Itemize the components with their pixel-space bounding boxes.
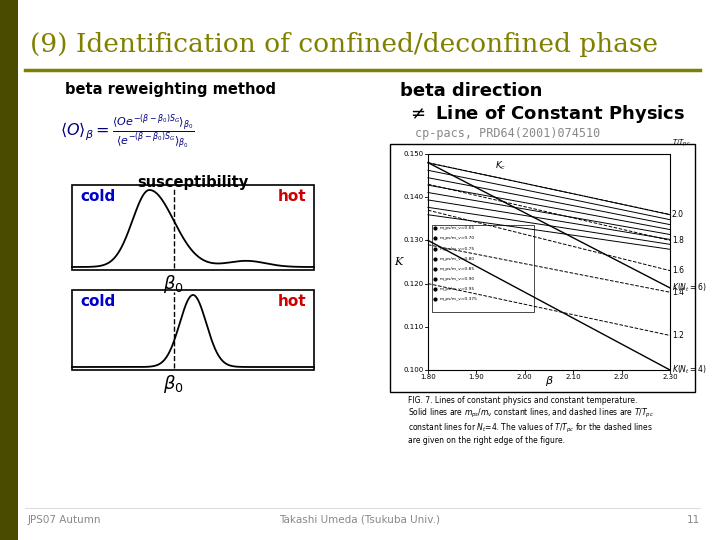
Text: hot: hot (277, 189, 306, 204)
Text: m_ps/m_v=0.80: m_ps/m_v=0.80 (440, 257, 475, 261)
Text: cold: cold (80, 294, 115, 309)
Text: $\langle O\rangle_\beta = \frac{\langle Oe^{-(\beta-\beta_0)S_G}\rangle_{\beta_0: $\langle O\rangle_\beta = \frac{\langle … (60, 112, 194, 152)
Text: $K_c$: $K_c$ (495, 159, 506, 172)
Text: m_ps/m_v=0.85: m_ps/m_v=0.85 (440, 267, 475, 271)
Text: m_ps/m_v=0.75: m_ps/m_v=0.75 (440, 247, 475, 251)
Text: 0.110: 0.110 (404, 324, 424, 330)
Text: $\beta_0$: $\beta_0$ (163, 273, 184, 295)
Text: 0.130: 0.130 (404, 238, 424, 244)
Text: 1.80: 1.80 (420, 374, 436, 380)
Bar (72, 185, 314, 270)
Text: 1.90: 1.90 (469, 374, 485, 380)
Text: 11: 11 (687, 515, 700, 525)
Text: $\beta_0$: $\beta_0$ (163, 373, 184, 395)
Bar (72, 185, 314, 270)
Text: 2.0: 2.0 (672, 210, 684, 219)
Text: 1.6: 1.6 (672, 266, 684, 275)
Text: m_ps/m_v=0.95: m_ps/m_v=0.95 (440, 287, 475, 291)
Text: $K(N_t=6)$: $K(N_t=6)$ (672, 282, 706, 294)
Text: beta reweighting method: beta reweighting method (65, 82, 276, 97)
Text: 2.10: 2.10 (565, 374, 581, 380)
Text: JPS07 Autumn: JPS07 Autumn (28, 515, 102, 525)
Text: m_ps/m_v=0.65: m_ps/m_v=0.65 (440, 226, 475, 230)
Text: 1.4: 1.4 (672, 288, 684, 297)
Bar (0, 0, 18, 540)
Text: 0.150: 0.150 (404, 151, 424, 157)
Text: hot: hot (277, 294, 306, 309)
Text: m_ps/m_v=0.70: m_ps/m_v=0.70 (440, 237, 475, 240)
Text: 2.30: 2.30 (662, 374, 678, 380)
Text: beta direction: beta direction (400, 82, 542, 100)
Text: cp-pacs, PRD64(2001)074510: cp-pacs, PRD64(2001)074510 (415, 127, 600, 140)
Text: 2.00: 2.00 (517, 374, 533, 380)
Text: 1.8: 1.8 (672, 236, 684, 245)
Text: $T/T_{pc}$: $T/T_{pc}$ (672, 138, 690, 149)
Text: m_ps/m_v=0.90: m_ps/m_v=0.90 (440, 277, 475, 281)
Text: $K(N_t=4)$: $K(N_t=4)$ (672, 364, 706, 376)
Bar (390, 144, 695, 392)
Text: (9) Identification of confined/deconfined phase: (9) Identification of confined/deconfine… (30, 32, 658, 57)
Text: 1.2: 1.2 (672, 331, 684, 340)
Text: 0.140: 0.140 (404, 194, 424, 200)
Text: FIG. 7. Lines of constant physics and constant temperature.
Solid lines are $m_{: FIG. 7. Lines of constant physics and co… (408, 396, 654, 445)
Text: 2.20: 2.20 (614, 374, 629, 380)
Text: 0.100: 0.100 (404, 367, 424, 373)
Text: Takashi Umeda (Tsukuba Univ.): Takashi Umeda (Tsukuba Univ.) (279, 515, 441, 525)
Text: $\neq$ Line of Constant Physics: $\neq$ Line of Constant Physics (407, 103, 685, 125)
Text: susceptibility: susceptibility (138, 175, 248, 190)
Text: 0.120: 0.120 (404, 281, 424, 287)
Text: cold: cold (80, 189, 115, 204)
Text: K: K (394, 257, 402, 267)
Text: m_ps/m_v=0.375: m_ps/m_v=0.375 (440, 298, 478, 301)
Text: $\beta$: $\beta$ (544, 374, 554, 388)
Bar (72, 290, 314, 370)
Bar (432, 225, 534, 312)
